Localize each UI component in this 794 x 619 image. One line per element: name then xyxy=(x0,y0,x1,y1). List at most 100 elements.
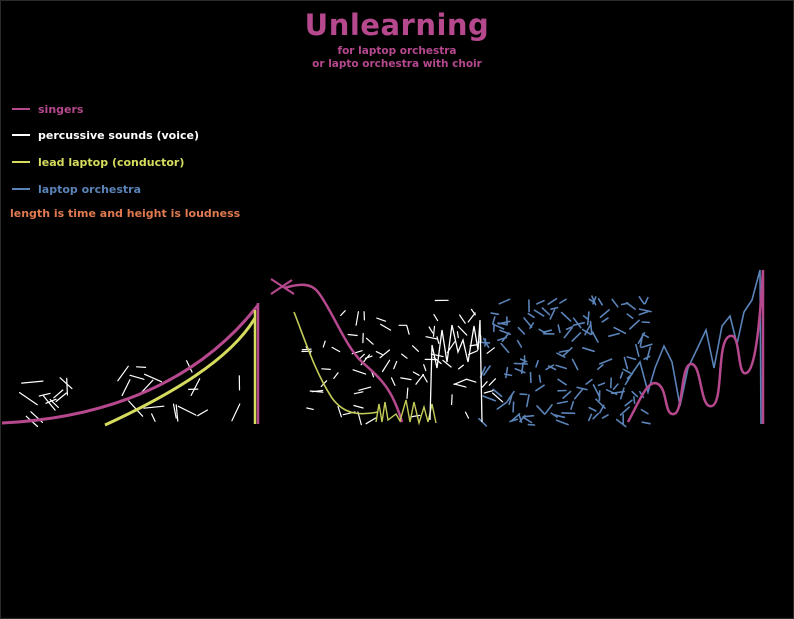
percussive-mark xyxy=(311,389,324,393)
percussive-mark xyxy=(38,392,51,397)
percussive-mark xyxy=(322,340,326,348)
page-title: Unlearning xyxy=(304,8,490,42)
orchestra-mark xyxy=(620,302,629,306)
orchestra-mark xyxy=(529,322,535,330)
legend-label: percussive sounds (voice) xyxy=(38,128,199,142)
percussive-mark xyxy=(492,392,504,403)
percussive-mark xyxy=(337,406,342,418)
percussive-mark xyxy=(465,378,477,383)
percussive-mark xyxy=(355,311,359,326)
percussive-mark xyxy=(375,351,383,356)
orchestra-mark xyxy=(513,362,529,365)
orchestra-mark xyxy=(553,413,566,419)
percussive-mark xyxy=(352,369,367,375)
orchestra-mark xyxy=(596,364,604,371)
legend-item-percussive: percussive sounds (voice) xyxy=(12,128,199,142)
percussive-spikes xyxy=(429,319,483,423)
orchestra-mark xyxy=(586,311,590,326)
percussive-mark xyxy=(464,411,470,419)
orchestra-mark xyxy=(622,368,632,374)
orchestra-mark xyxy=(587,413,593,422)
orchestra-mark xyxy=(514,367,526,374)
orchestra-mark xyxy=(499,329,512,336)
orchestra-mark xyxy=(638,295,645,305)
orchestra-mark xyxy=(573,388,584,400)
percussive-mark xyxy=(359,353,365,360)
orchestra-mark xyxy=(582,315,590,321)
percussive-mark xyxy=(423,364,427,372)
orchestra-mark xyxy=(512,401,515,413)
orchestra-mark xyxy=(641,421,651,425)
percussive-mark xyxy=(53,389,64,399)
percussive-mark xyxy=(381,359,391,373)
orchestra-mark xyxy=(517,326,526,335)
percussive-mark xyxy=(467,312,476,323)
singers-rise xyxy=(1,304,260,425)
percussive-mark xyxy=(379,349,391,359)
percussive-mark xyxy=(186,360,193,373)
orchestra-mark xyxy=(527,312,535,319)
orchestra-mark xyxy=(631,390,639,398)
percussive-mark xyxy=(117,365,129,382)
percussive-mark xyxy=(376,317,387,322)
percussive-mark xyxy=(393,360,398,370)
percussive-mark xyxy=(422,373,428,383)
orchestra-mark xyxy=(629,319,640,330)
orchestra-mark xyxy=(484,338,487,347)
orchestra-mark xyxy=(615,418,627,428)
orchestra-mark xyxy=(589,320,593,336)
singers-cross-mark xyxy=(270,279,293,295)
percussive-mark xyxy=(442,359,452,368)
orchestra-mark xyxy=(581,346,595,353)
percussive-mark xyxy=(483,389,496,394)
orchestra-mark xyxy=(557,378,567,386)
percussive-mark xyxy=(301,348,312,351)
percussive-mark xyxy=(425,336,438,340)
percussive-mark xyxy=(172,403,177,419)
percussive-mark xyxy=(453,378,468,385)
percussive-mark xyxy=(333,372,339,379)
percussive-mark xyxy=(400,377,412,381)
orchestra-mark xyxy=(595,398,606,410)
orchestra-mark xyxy=(556,352,566,358)
percussive-mark xyxy=(433,313,439,322)
orchestra-mark xyxy=(644,296,649,305)
orchestra-mark xyxy=(633,396,636,405)
orchestra-mark xyxy=(516,339,523,348)
orchestra-mark xyxy=(482,365,491,376)
orchestra-mark xyxy=(492,316,496,325)
orchestra-mark xyxy=(506,390,515,402)
orchestra-mark xyxy=(501,332,510,343)
orchestra-mark xyxy=(641,333,650,339)
percussive-mark xyxy=(428,326,434,334)
orchestra-zigzag xyxy=(624,269,762,425)
legend-swatch xyxy=(12,134,30,136)
orchestra-mark xyxy=(547,297,558,306)
orchestra-mark xyxy=(565,325,574,331)
percussive-mark xyxy=(143,405,165,409)
orchestra-mark xyxy=(496,401,508,410)
orchestra-mark xyxy=(556,400,569,405)
lead-laptop-descent xyxy=(293,311,379,415)
legend-item-singers: singers xyxy=(12,102,83,116)
orchestra-mark xyxy=(522,416,533,424)
percussive-mark xyxy=(353,391,364,395)
orchestra-mark xyxy=(598,358,613,365)
percussive-mark xyxy=(197,409,208,417)
orchestra-mark xyxy=(638,308,652,313)
orchestra-mark xyxy=(639,334,644,348)
percussive-mark xyxy=(430,353,444,358)
percussive-mark xyxy=(19,392,38,406)
percussive-mark xyxy=(321,368,331,370)
orchestra-mark xyxy=(541,307,551,316)
percussive-mark xyxy=(21,380,44,384)
percussive-mark xyxy=(358,386,372,391)
orchestra-mark xyxy=(490,312,500,316)
percussive-mark xyxy=(453,383,467,388)
legend-note: length is time and height is loudness xyxy=(10,207,241,220)
orchestra-mark xyxy=(549,308,556,320)
orchestra-mark xyxy=(624,399,633,407)
orchestra-mark xyxy=(523,317,533,328)
